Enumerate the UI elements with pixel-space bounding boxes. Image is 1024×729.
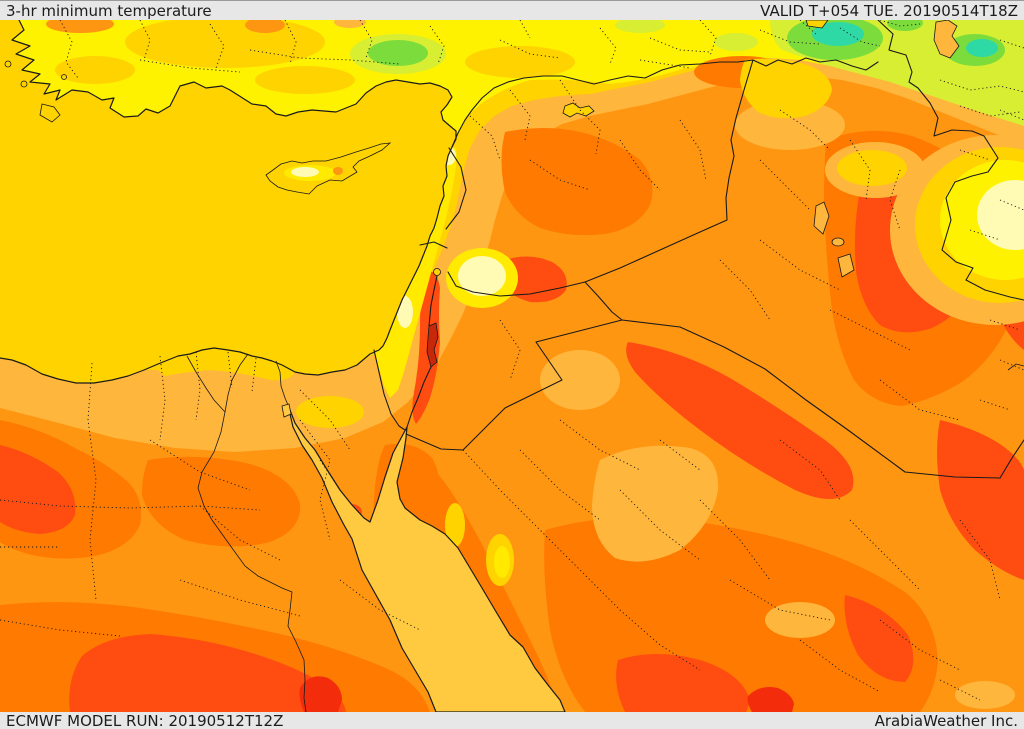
temp-strip-delta-coast [157, 350, 295, 381]
brand-label: ArabiaWeather Inc. [874, 711, 1018, 729]
temp-core-pale-yellow [458, 256, 506, 296]
temp-blob-deep-orange [501, 128, 653, 236]
temp-blob-red-orange [0, 445, 76, 534]
border-jordan-river [428, 275, 438, 327]
temp-strip-levant-coast [374, 147, 457, 398]
lake-razzaza [837, 253, 855, 278]
border-syria-iraq [584, 59, 754, 283]
temp-blob-red-orange [626, 342, 854, 499]
suez-canal [275, 360, 289, 406]
temp-blob-yellow [494, 546, 510, 578]
dead-sea [426, 322, 439, 368]
header-bar: 3-hr minimum temperature VALID T+054 TUE… [0, 0, 1024, 20]
temp-blob-amber [334, 20, 366, 28]
temp-blob-gold [55, 56, 135, 84]
islands [4, 60, 392, 195]
temp-blob-yellow-green [615, 20, 665, 33]
temp-blob-gold [837, 150, 907, 186]
border-iraq-kuwait [999, 439, 1024, 479]
admin-line [59, 20, 881, 79]
lake-urmia [933, 20, 960, 59]
temp-blob-gold [296, 396, 364, 428]
rhodes-island [39, 103, 61, 123]
border-iran [877, 20, 1024, 301]
lake-tharthar [813, 201, 830, 235]
temp-blob-red-orange [69, 634, 346, 712]
temperature-layer-south [0, 56, 1024, 712]
border-lebanon-syria [445, 147, 467, 230]
border-egypt-israel [373, 349, 406, 431]
admin-line [879, 20, 1024, 117]
border-israel-north [419, 241, 448, 249]
valid-time-label: VALID T+054 TUE. 20190514T18Z [760, 1, 1018, 20]
temp-blob-teal [812, 22, 864, 46]
coastline [0, 20, 457, 384]
temp-blob-red-orange [500, 256, 567, 303]
border-syria-jordan [447, 271, 586, 297]
temp-blob-gold [465, 46, 575, 78]
cyprus-pale-patch [291, 167, 319, 177]
temp-blob-red-orange [937, 420, 1024, 580]
lake-habbaniyah [831, 237, 845, 247]
lakes [426, 20, 1024, 371]
temp-blob-gold [445, 503, 465, 547]
border-jordan-saudi [405, 319, 623, 451]
border-wadi-araba [406, 366, 432, 428]
aegean-island [4, 60, 12, 68]
admin-line [469, 79, 707, 191]
temp-blob-orange [245, 20, 285, 33]
temp-blob-amber [765, 602, 835, 638]
temperature-map [0, 20, 1024, 712]
temperature-layer-local [157, 58, 1024, 709]
cyprus-orange-spot [333, 167, 343, 175]
admin-line [462, 319, 1001, 701]
aegean-island [20, 80, 28, 88]
temp-blob-red [299, 676, 342, 712]
border-jordan-iraq [584, 281, 623, 321]
aegean-island [61, 74, 67, 80]
kuwait-bay-coast [1007, 363, 1024, 371]
lake-assad [562, 102, 595, 118]
temp-blob-gold [125, 20, 325, 68]
bitter-lake [281, 403, 292, 418]
border-turkey-syria-iraq [451, 57, 879, 148]
nile-west-branch [186, 355, 226, 413]
admin-line [0, 351, 421, 637]
border-saudi-iraq [621, 319, 1001, 479]
temp-strip-jordan-valley [412, 271, 440, 424]
map-canvas [0, 20, 1024, 712]
page-title: 3-hr minimum temperature [6, 1, 212, 20]
temp-blob-red-orange [616, 654, 749, 712]
country-borders [373, 20, 1024, 479]
admin-line [959, 109, 1024, 411]
temp-blob-orange [46, 20, 114, 33]
temp-blob-gold [255, 66, 355, 94]
temp-core-pale-yellow [977, 180, 1024, 250]
temp-blob-amber [540, 350, 620, 410]
temp-blob-amber [955, 681, 1015, 709]
red-sea [287, 404, 566, 712]
temp-blob-red [747, 687, 794, 712]
admin-borders-dotted [0, 20, 1024, 701]
temp-blob-green [887, 20, 923, 31]
temp-blob-red-orange [844, 595, 914, 682]
temp-blob-teal [966, 39, 998, 57]
sea-of-galilee [433, 268, 441, 276]
temp-blob-green [368, 40, 428, 66]
temp-blob-gold [740, 58, 832, 119]
temp-blob-deep-orange [142, 456, 301, 547]
lake-van [805, 20, 829, 29]
model-run-label: ECMWF MODEL RUN: 20190512T12Z [6, 711, 284, 729]
temp-blob-amber [592, 445, 719, 562]
temp-blob-yellow-green [714, 33, 758, 51]
admin-line [719, 109, 961, 421]
footer-bar: ECMWF MODEL RUN: 20190512T12Z ArabiaWeat… [0, 712, 1024, 729]
